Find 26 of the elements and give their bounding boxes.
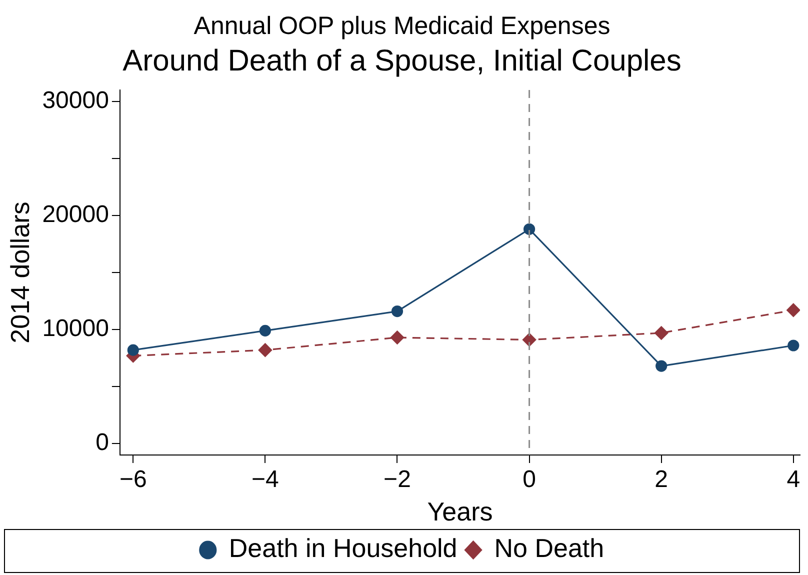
y-axis-title: 2014 dollars (4, 202, 35, 344)
point (258, 343, 272, 357)
x-tick-label: 0 (522, 466, 536, 494)
legend-label: Death in Household (228, 533, 458, 564)
point (654, 326, 668, 340)
point (523, 223, 536, 235)
point (390, 330, 404, 344)
legend-label: No Death (494, 533, 604, 564)
x-tick-label: 4 (786, 466, 800, 494)
chart-title: Annual OOP plus Medicaid Expenses (194, 12, 610, 40)
point (656, 360, 668, 372)
x-tick-label: −4 (252, 466, 279, 494)
x-tick-label: 2 (654, 466, 668, 494)
y-tick-label: 0 (96, 429, 109, 456)
point (391, 305, 404, 318)
y-tick-label: 10000 (42, 315, 109, 342)
x-tick-label: −2 (384, 466, 411, 494)
point (788, 340, 800, 352)
point (127, 344, 139, 356)
y-tick-label: 30000 (42, 87, 109, 114)
point (786, 303, 800, 317)
point (259, 324, 271, 336)
y-tick-label: 20000 (42, 201, 109, 228)
x-axis-title: Years (427, 496, 493, 527)
x-tick-label: −6 (119, 466, 147, 494)
chart-subtitle: Around Death of a Spouse, Initial Couples (122, 44, 682, 78)
